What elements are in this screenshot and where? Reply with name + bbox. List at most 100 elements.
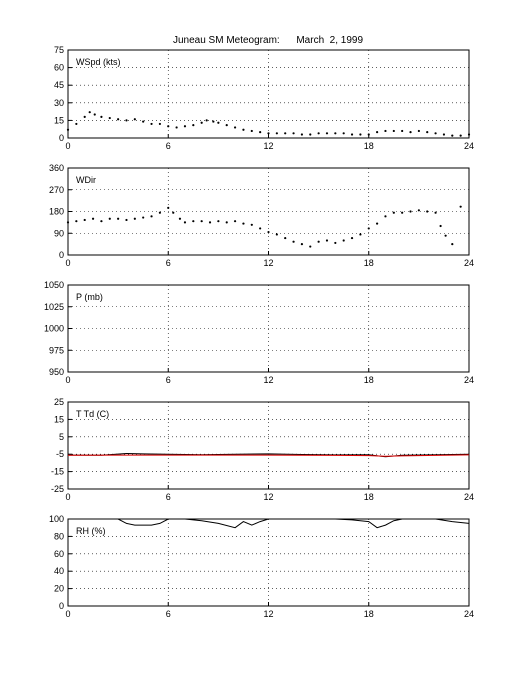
x-tick-label: 24 bbox=[464, 141, 474, 151]
x-tick-label: 6 bbox=[166, 492, 171, 502]
data-point bbox=[133, 118, 136, 121]
data-point bbox=[217, 121, 220, 124]
y-tick-label: 180 bbox=[49, 207, 64, 217]
data-point bbox=[83, 218, 86, 222]
x-tick-label: 24 bbox=[464, 258, 474, 268]
y-tick-label: 60 bbox=[54, 63, 64, 73]
data-point bbox=[325, 239, 329, 242]
x-tick-label: 6 bbox=[166, 141, 171, 151]
y-tick-label: 950 bbox=[49, 367, 64, 377]
data-point bbox=[334, 241, 337, 245]
y-tick-label: 15 bbox=[54, 414, 64, 424]
x-tick-label: 24 bbox=[464, 375, 474, 385]
panel-label: WDir bbox=[76, 175, 96, 185]
x-tick-label: 6 bbox=[166, 609, 171, 619]
panel-3: 0 6 12 18 24 950 975 1000 1025 1050 P (mb) bbox=[44, 280, 474, 385]
x-tick-label: 12 bbox=[263, 258, 273, 268]
data-point bbox=[205, 119, 208, 122]
data-point bbox=[300, 243, 304, 246]
data-point bbox=[117, 118, 120, 121]
data-point bbox=[75, 220, 78, 223]
data-point bbox=[467, 133, 471, 136]
data-point bbox=[233, 126, 237, 129]
data-point bbox=[426, 210, 429, 213]
y-tick-label: 100 bbox=[49, 514, 64, 524]
data-point bbox=[100, 115, 103, 118]
data-point bbox=[409, 131, 412, 134]
figure-title: Juneau SM Meteogram: March 2, 1999 bbox=[173, 35, 364, 46]
panel-label: WSpd (kts) bbox=[76, 57, 121, 67]
data-point bbox=[392, 129, 395, 133]
data-point bbox=[367, 133, 370, 136]
data-point bbox=[342, 132, 345, 135]
data-point bbox=[175, 126, 178, 129]
y-tick-label: 30 bbox=[54, 98, 64, 108]
data-point bbox=[142, 216, 145, 219]
data-point bbox=[83, 115, 86, 118]
panel-1: 0 6 12 18 24 0 15 30 45 60 75 WSpd (kts) bbox=[54, 45, 474, 151]
data-point bbox=[192, 123, 195, 127]
x-tick-label: 12 bbox=[263, 141, 273, 151]
data-point bbox=[66, 221, 70, 224]
data-point bbox=[242, 222, 245, 225]
plot-frame bbox=[67, 518, 470, 607]
data-point bbox=[359, 133, 362, 136]
y-tick-label: 1025 bbox=[44, 302, 64, 312]
data-point bbox=[158, 211, 161, 214]
x-tick-label: 18 bbox=[364, 375, 374, 385]
data-point bbox=[392, 211, 395, 214]
panel-2: 0 6 12 18 24 0 90 180 270 360 WDir bbox=[49, 163, 474, 268]
y-tick-label: -25 bbox=[51, 484, 64, 494]
panel-label: T Td (C) bbox=[76, 409, 109, 419]
data-point bbox=[225, 123, 228, 127]
data-point bbox=[417, 129, 420, 133]
x-tick-label: 0 bbox=[65, 609, 70, 619]
data-point bbox=[267, 132, 270, 135]
x-tick-label: 18 bbox=[364, 609, 374, 619]
data-point bbox=[142, 120, 145, 123]
data-point bbox=[125, 218, 128, 222]
data-point bbox=[309, 133, 312, 136]
data-point bbox=[350, 133, 354, 136]
data-point bbox=[367, 227, 370, 230]
data-point bbox=[133, 217, 136, 220]
panel-5: 0 6 12 18 24 0 20 40 60 80 100 RH (%) bbox=[49, 514, 474, 619]
data-point bbox=[417, 209, 420, 212]
data-point bbox=[359, 233, 362, 236]
y-tick-label: 975 bbox=[49, 345, 64, 355]
data-point bbox=[75, 122, 78, 126]
data-point bbox=[225, 221, 228, 224]
y-tick-label: 1000 bbox=[44, 324, 64, 334]
data-point bbox=[384, 129, 387, 133]
data-point bbox=[178, 217, 182, 220]
x-tick-label: 6 bbox=[166, 375, 171, 385]
panel-label: RH (%) bbox=[76, 526, 106, 536]
data-point bbox=[317, 132, 320, 135]
panel-4: 0 6 12 18 24 -25 -15 -5 5 15 25 T Td (C) bbox=[51, 397, 474, 502]
data-point bbox=[317, 240, 320, 243]
data-point bbox=[384, 215, 387, 218]
x-tick-label: 18 bbox=[364, 258, 374, 268]
data-point bbox=[451, 134, 454, 137]
data-point bbox=[275, 233, 278, 236]
y-tick-label: 25 bbox=[54, 397, 64, 407]
data-point bbox=[292, 132, 295, 135]
x-tick-label: 0 bbox=[65, 375, 70, 385]
data-point bbox=[100, 220, 103, 223]
data-point bbox=[376, 222, 379, 225]
data-point bbox=[183, 125, 187, 128]
data-point bbox=[292, 240, 295, 243]
data-point bbox=[284, 132, 287, 135]
data-point bbox=[91, 217, 95, 220]
y-tick-label: 20 bbox=[54, 584, 64, 594]
y-tick-label: -5 bbox=[56, 449, 64, 459]
x-tick-label: 0 bbox=[65, 141, 70, 151]
data-point bbox=[212, 120, 215, 123]
data-point bbox=[434, 132, 437, 135]
data-point bbox=[426, 131, 429, 134]
data-point bbox=[284, 236, 287, 240]
y-tick-label: 5 bbox=[59, 432, 64, 442]
data-point bbox=[108, 116, 111, 120]
